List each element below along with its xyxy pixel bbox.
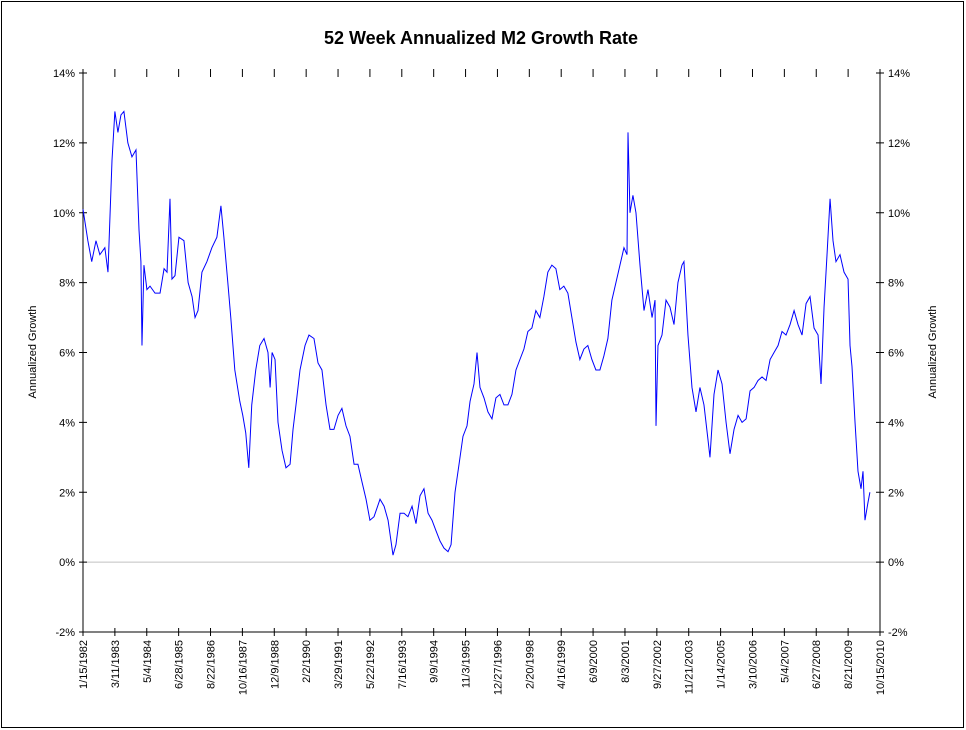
y2-tick-label: 14% <box>888 68 910 80</box>
y-tick-label: 0% <box>59 557 75 569</box>
x-tick-label: 3/29/1991 <box>333 640 345 689</box>
x-tick-label: 5/4/2007 <box>779 640 791 683</box>
x-tick-label: 12/9/1988 <box>269 640 281 689</box>
y2-tick-label: -2% <box>888 627 908 639</box>
y2-tick-label: 12% <box>888 138 910 150</box>
y-tick-label: 12% <box>53 138 75 150</box>
y2-tick-label: 8% <box>888 278 904 290</box>
x-tick-label: 10/16/1987 <box>237 640 249 695</box>
y2-tick-label: 0% <box>888 557 904 569</box>
y2-tick-label: 6% <box>888 348 904 360</box>
y2-tick-label: 4% <box>888 417 904 429</box>
y-tick-label: 6% <box>59 348 75 360</box>
x-tick-label: 1/15/1982 <box>78 640 90 689</box>
x-tick-label: 7/16/1993 <box>397 640 409 689</box>
x-tick-label: 4/16/1999 <box>556 640 568 689</box>
x-tick-label: 1/14/2005 <box>716 640 728 689</box>
x-tick-label: 8/3/2001 <box>620 640 632 683</box>
x-tick-label: 5/22/1992 <box>365 640 377 689</box>
x-tick-label: 11/3/1995 <box>461 640 473 688</box>
x-tick-label: 10/15/2010 <box>875 640 887 695</box>
y-axis-label: Annualized Growth <box>27 306 39 399</box>
x-tick-label: 3/11/1983 <box>110 640 122 688</box>
x-tick-label: 11/21/2003 <box>684 640 696 694</box>
x-tick-label: 5/4/1984 <box>142 640 154 683</box>
y2-axis-label: Annualized Growth <box>927 306 939 399</box>
y-tick-label: 14% <box>53 68 75 80</box>
x-tick-label: 6/27/2008 <box>811 640 823 689</box>
x-tick-label: 9/27/2002 <box>652 640 664 689</box>
y-tick-label: -2% <box>55 627 75 639</box>
x-tick-label: 9/9/1994 <box>429 640 441 683</box>
data-line <box>82 110 871 556</box>
x-tick-label: 8/21/2009 <box>843 640 855 689</box>
x-tick-label: 3/10/2006 <box>747 640 759 689</box>
y-tick-label: 8% <box>59 278 75 290</box>
y-tick-label: 2% <box>59 487 75 499</box>
x-tick-label: 2/20/1998 <box>524 640 536 689</box>
y2-tick-label: 10% <box>888 208 910 220</box>
y2-tick-label: 2% <box>888 487 904 499</box>
y-tick-label: 4% <box>59 417 75 429</box>
y-tick-label: 10% <box>53 208 75 220</box>
x-tick-label: 6/28/1985 <box>174 640 186 689</box>
x-tick-label: 8/22/1986 <box>206 640 218 689</box>
x-tick-label: 2/2/1990 <box>301 640 313 683</box>
x-tick-label: 12/27/1996 <box>492 640 504 695</box>
x-tick-label: 6/9/2000 <box>588 640 600 683</box>
chart-title: 52 Week Annualized M2 Growth Rate <box>324 28 638 48</box>
